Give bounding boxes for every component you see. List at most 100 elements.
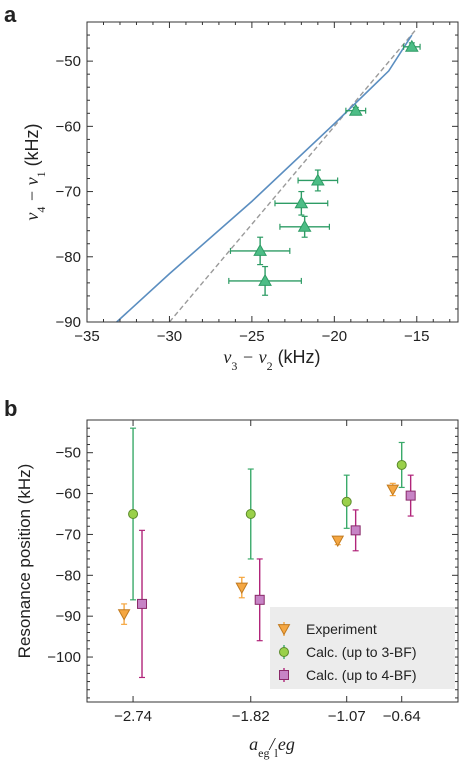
square-marker bbox=[350, 525, 361, 536]
panel-a-ticks: −35 −30 −25 −20 −15 −90 −80 −70 −60 −50 bbox=[56, 21, 458, 345]
data-point bbox=[386, 482, 400, 497]
x-tick-label: −0.64 bbox=[383, 708, 421, 725]
panel-a-y-axis-label: ν4 − ν1 (kHz) bbox=[22, 123, 48, 220]
x-tick-label: −1.82 bbox=[232, 708, 270, 725]
legend-entry: Calc. (up to 3-BF) bbox=[279, 644, 416, 660]
legend-label: Experiment bbox=[306, 621, 377, 637]
panel-b-marks bbox=[117, 427, 416, 679]
panel-a-chart: −35 −30 −25 −20 −15−90−80−70−60−50 ν3 − ν2 (… bbox=[22, 21, 459, 373]
y-tick-label: −70 bbox=[56, 184, 81, 201]
label-part: − ν bbox=[237, 347, 266, 367]
label-part: (kHz) bbox=[22, 123, 42, 171]
label-part: l bbox=[275, 746, 279, 760]
data-point bbox=[254, 558, 265, 642]
x-tick-label: −20 bbox=[322, 328, 347, 345]
circle-marker bbox=[128, 509, 139, 519]
triangle-marker bbox=[253, 243, 267, 256]
legend-label: Calc. (up to 3-BF) bbox=[306, 644, 416, 660]
label-part: 3 bbox=[231, 359, 237, 373]
panel-b-x-axis-label: aeg/leg bbox=[249, 734, 295, 760]
panel-b-letter: b bbox=[4, 396, 17, 421]
circle-marker bbox=[245, 509, 256, 519]
label-part: − ν bbox=[22, 177, 42, 206]
label-part: a bbox=[249, 734, 258, 754]
triangle-down-marker bbox=[117, 609, 131, 621]
x-tick-label: −35 bbox=[74, 328, 99, 345]
data-point bbox=[274, 190, 329, 216]
legend-entry: Calc. (up to 4-BF) bbox=[279, 667, 416, 683]
x-tick-label: −15 bbox=[404, 328, 429, 345]
legend-label: Calc. (up to 4-BF) bbox=[306, 667, 416, 683]
y-tick-label: −70 bbox=[56, 526, 81, 543]
legend-entry: Experiment bbox=[277, 621, 377, 637]
panel-b-y-axis-label: Resonance position (kHz) bbox=[15, 464, 34, 659]
data-point bbox=[331, 535, 345, 548]
y-tick-label: −50 bbox=[56, 445, 81, 462]
label-part: 2 bbox=[267, 359, 273, 373]
panel-a-plot-area bbox=[116, 28, 418, 322]
y-tick-label: −90 bbox=[56, 608, 81, 625]
triangle-marker bbox=[294, 196, 309, 209]
data-point bbox=[228, 265, 302, 296]
label-part: / bbox=[268, 734, 276, 754]
panel-a-marks bbox=[116, 28, 421, 322]
data-point bbox=[117, 603, 131, 625]
y-tick-label: −90 bbox=[56, 314, 81, 331]
data-point bbox=[279, 215, 330, 238]
data-point bbox=[405, 474, 416, 517]
data-point bbox=[297, 169, 339, 192]
y-tick-label: −50 bbox=[56, 53, 81, 70]
label-part: ν bbox=[223, 347, 231, 367]
panel-b-ticks: −100 −90 −80 −70 −60 −50 −2.74 −1.82 −1.07 −0.64 bbox=[47, 419, 458, 725]
data-point bbox=[137, 529, 148, 679]
panel-a-frame bbox=[86, 21, 459, 323]
dashed-reference-line bbox=[168, 28, 418, 322]
x-tick-label: −25 bbox=[239, 328, 264, 345]
triangle-marker bbox=[258, 273, 272, 286]
label-part: 4 bbox=[34, 207, 48, 213]
panel-b-frame bbox=[86, 419, 459, 703]
triangle-down-marker bbox=[331, 535, 345, 548]
data-point bbox=[245, 468, 256, 560]
solid-theory-line bbox=[116, 34, 413, 322]
triangle-marker bbox=[310, 173, 325, 186]
data-point bbox=[402, 39, 421, 52]
panel-b-legend: Experiment Calc. (up to 3-BF) Calc. (up to… bbox=[270, 607, 455, 689]
y-tick-label: −80 bbox=[56, 249, 81, 266]
legend-box bbox=[270, 607, 455, 689]
y-tick-label: −100 bbox=[47, 649, 81, 666]
data-point bbox=[128, 427, 139, 601]
y-tick-label: −60 bbox=[56, 486, 81, 503]
square-marker bbox=[137, 598, 148, 609]
x-tick-label: −2.74 bbox=[114, 708, 152, 725]
data-point bbox=[341, 474, 352, 529]
label-part: ν bbox=[22, 213, 42, 221]
y-tick-label: −60 bbox=[56, 118, 81, 135]
data-point bbox=[396, 441, 407, 489]
square-marker bbox=[279, 670, 289, 680]
panel-b-chart: −100−90−80−70−60−50−2.74 −1.82 −1.07 −0.64 … bbox=[15, 419, 459, 760]
square-marker bbox=[405, 490, 416, 501]
label-part: eg bbox=[278, 734, 295, 754]
triangle-marker bbox=[348, 103, 363, 116]
label-part: eg bbox=[258, 746, 269, 760]
triangle-marker bbox=[404, 39, 419, 52]
x-tick-label: −1.07 bbox=[328, 708, 366, 725]
circle-marker bbox=[279, 647, 289, 657]
data-point bbox=[350, 509, 361, 552]
data-point bbox=[229, 236, 291, 266]
circle-marker bbox=[341, 496, 352, 507]
square-marker bbox=[254, 594, 265, 605]
y-tick-label: −80 bbox=[56, 567, 81, 584]
triangle-down-marker bbox=[235, 582, 249, 595]
panel-a-letter: a bbox=[4, 2, 17, 27]
triangle-marker bbox=[297, 219, 312, 232]
triangle-down-marker bbox=[277, 624, 291, 636]
data-point bbox=[345, 103, 367, 116]
label-part: (kHz) bbox=[273, 347, 321, 367]
data-point bbox=[235, 576, 249, 599]
triangle-down-marker bbox=[386, 484, 400, 497]
circle-marker bbox=[396, 459, 407, 470]
panel-a-x-axis-label: ν3 − ν2 (kHz) bbox=[223, 347, 320, 373]
